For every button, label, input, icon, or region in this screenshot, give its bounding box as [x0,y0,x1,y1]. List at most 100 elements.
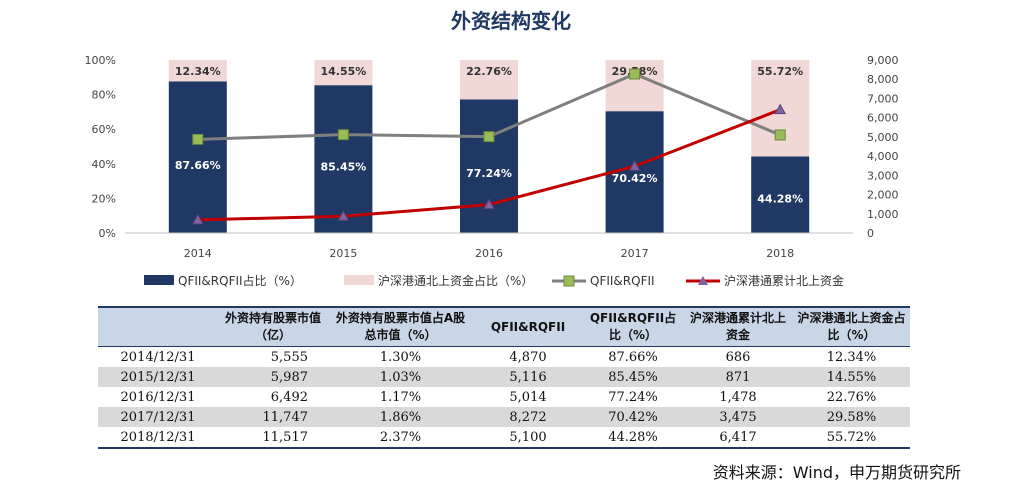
chart-title: 外资结构变化 [451,9,571,33]
table-cell: 2015/12/31 [120,369,196,385]
table-body: 2014/12/31 5,555 1.30% 4,870 87.66% 686 12.34%… [98,347,910,448]
table-cell: 85.45% [608,369,658,385]
left-axis-tick-label: 80% [92,89,116,102]
bar-qfii-share [314,85,373,233]
left-axis-tick-label: 20% [92,192,116,205]
table-cell: 1.30% [379,349,422,365]
table-header-cell [98,307,218,347]
bar-qfii-data-label: 77.24% [466,167,512,180]
table-row: 2016/12/31 6,492 1.17% 5,014 77.24% 1,478 22.7… [98,387,910,407]
table-cell: 11,747 [262,409,309,425]
table-cell: 3,475 [719,409,757,425]
right-axis-tick-label: 8,000 [867,73,899,86]
table-cell: 5,116 [509,369,547,385]
table-row: 2017/12/31 11,747 1.86% 8,272 70.42% 3,475 29.… [98,407,910,427]
table-header-cell: QFII&RQFII [490,319,566,334]
line-northbound-marker [628,160,641,171]
bar-northbound-data-label: 12.34% [175,65,221,78]
line-northbound-marker [483,198,495,210]
table-cell: 44.28% [608,429,658,445]
legend-marker-qfii [563,275,575,287]
bar-northbound-data-label: 55.72% [757,65,803,78]
bar-qfii-data-label: 85.45% [320,160,366,173]
data-table: 外资持有股票市值（亿） 外资持有股票市值占A股总市值（%） QFII&RQFII QF… [98,306,910,449]
line-northbound-marker [774,103,787,115]
table-cell: 5,014 [509,389,547,405]
bar-northbound-share [168,60,227,82]
table-cell: 77.24% [608,389,658,405]
line-northbound-marker [337,210,350,221]
legend-label: 沪深港通北上资金占比（%） [378,273,533,288]
table-cell: 1.03% [379,369,422,385]
x-axis-tick-label: 2015 [329,247,357,260]
table-cell: 70.42% [608,409,658,425]
table-cell: 871 [725,369,751,385]
table-cell: 5,987 [270,369,308,385]
table-header-cell: 沪深港通北上资金占比（%） [797,311,906,342]
bar-qfii-data-label: 70.42% [612,172,658,185]
right-axis-tick-label: 5,000 [867,131,899,144]
table-cell: 6,492 [270,389,308,405]
legend-swatch-qfii-share [144,275,174,285]
table-cell: 11,517 [262,429,309,445]
line-qfii-marker [192,133,204,145]
bar-qfii-share [460,99,518,233]
table-cell: 4,870 [509,349,547,365]
table-cell: 686 [725,349,751,365]
line-qfii-marker [629,68,641,80]
right-axis-tick-label: 1,000 [867,208,899,221]
x-axis-tick-label: 2014 [184,247,212,260]
bar-northbound-data-label: 22.76% [466,65,512,78]
left-axis-tick-label: 0% [99,227,116,240]
table-cell: 1,478 [719,389,757,405]
x-axis-tick-label: 2018 [766,247,794,260]
line-northbound-marker [191,213,204,225]
table-cell: 5,555 [270,349,308,365]
table-header-cell: 外资持有股票市值占A股总市值（%） [335,311,466,342]
table-cell: 2017/12/31 [120,409,196,425]
table-cell: 2016/12/31 [120,389,196,405]
data-table-container: 外资持有股票市值（亿） 外资持有股票市值占A股总市值（%） QFII&RQFII QF… [98,306,910,449]
bar-qfii-share [168,81,227,233]
table-header-cell: 沪深港通累计北上资金 [689,311,786,342]
line-qfii-marker [337,129,349,141]
right-axis-tick-label: 2,000 [867,189,899,202]
right-axis-tick-label: 4,000 [867,150,899,163]
table-cell: 1.17% [379,389,422,405]
x-axis-tick-label: 2016 [475,247,503,260]
table-header-cell: 外资持有股票市值（亿） [224,311,321,342]
bar-qfii-data-label: 87.66% [175,159,221,172]
right-axis-tick-label: 0 [867,227,874,240]
table-cell: 87.66% [608,349,658,365]
table-cell: 55.72% [826,429,877,445]
table-row: 2014/12/31 5,555 1.30% 4,870 87.66% 686 12.34% [98,347,910,368]
bar-qfii-share [751,156,810,233]
table-cell: 29.58% [826,409,877,425]
table-cell: 5,100 [509,429,547,445]
chart: 外资结构变化 0% 20% 40% 60% 80% 100% 0 1,000 2,000 3,000… [85,9,899,288]
table-cell: 2014/12/31 [120,349,196,365]
table-cell: 12.34% [826,349,877,365]
table-cell: 8,272 [509,409,547,425]
right-axis-tick-label: 7,000 [867,92,899,105]
table-cell: 2.37% [379,429,422,445]
right-axis-tick-label: 3,000 [867,169,899,182]
table-row: 2018/12/31 11,517 2.37% 5,100 44.28% 6,417 55.… [98,427,910,448]
legend-label: QFII&RQFII占比（%） [178,273,302,288]
left-axis-tick-label: 60% [92,123,116,136]
table-cell: 22.76% [826,389,877,405]
right-axis-tick-label: 6,000 [867,112,899,125]
bar-northbound-share [460,60,518,100]
table-header-cell: QFII&RQFII占比（%） [589,311,677,342]
bar-qfii-data-label: 44.28% [757,193,803,206]
table-cell: 1.86% [379,409,422,425]
legend-swatch-northbound-share [344,275,374,285]
line-qfii-marker [483,131,495,143]
table-cell: 2018/12/31 [120,429,196,445]
legend-label: 沪深港通累计北上资金 [724,273,844,288]
left-axis-tick-label: 100% [85,54,116,67]
x-axis-tick-label: 2017 [621,247,649,260]
line-qfii-marker [774,129,786,141]
legend-marker-northbound [698,276,708,285]
table-cell: 14.55% [826,369,877,385]
